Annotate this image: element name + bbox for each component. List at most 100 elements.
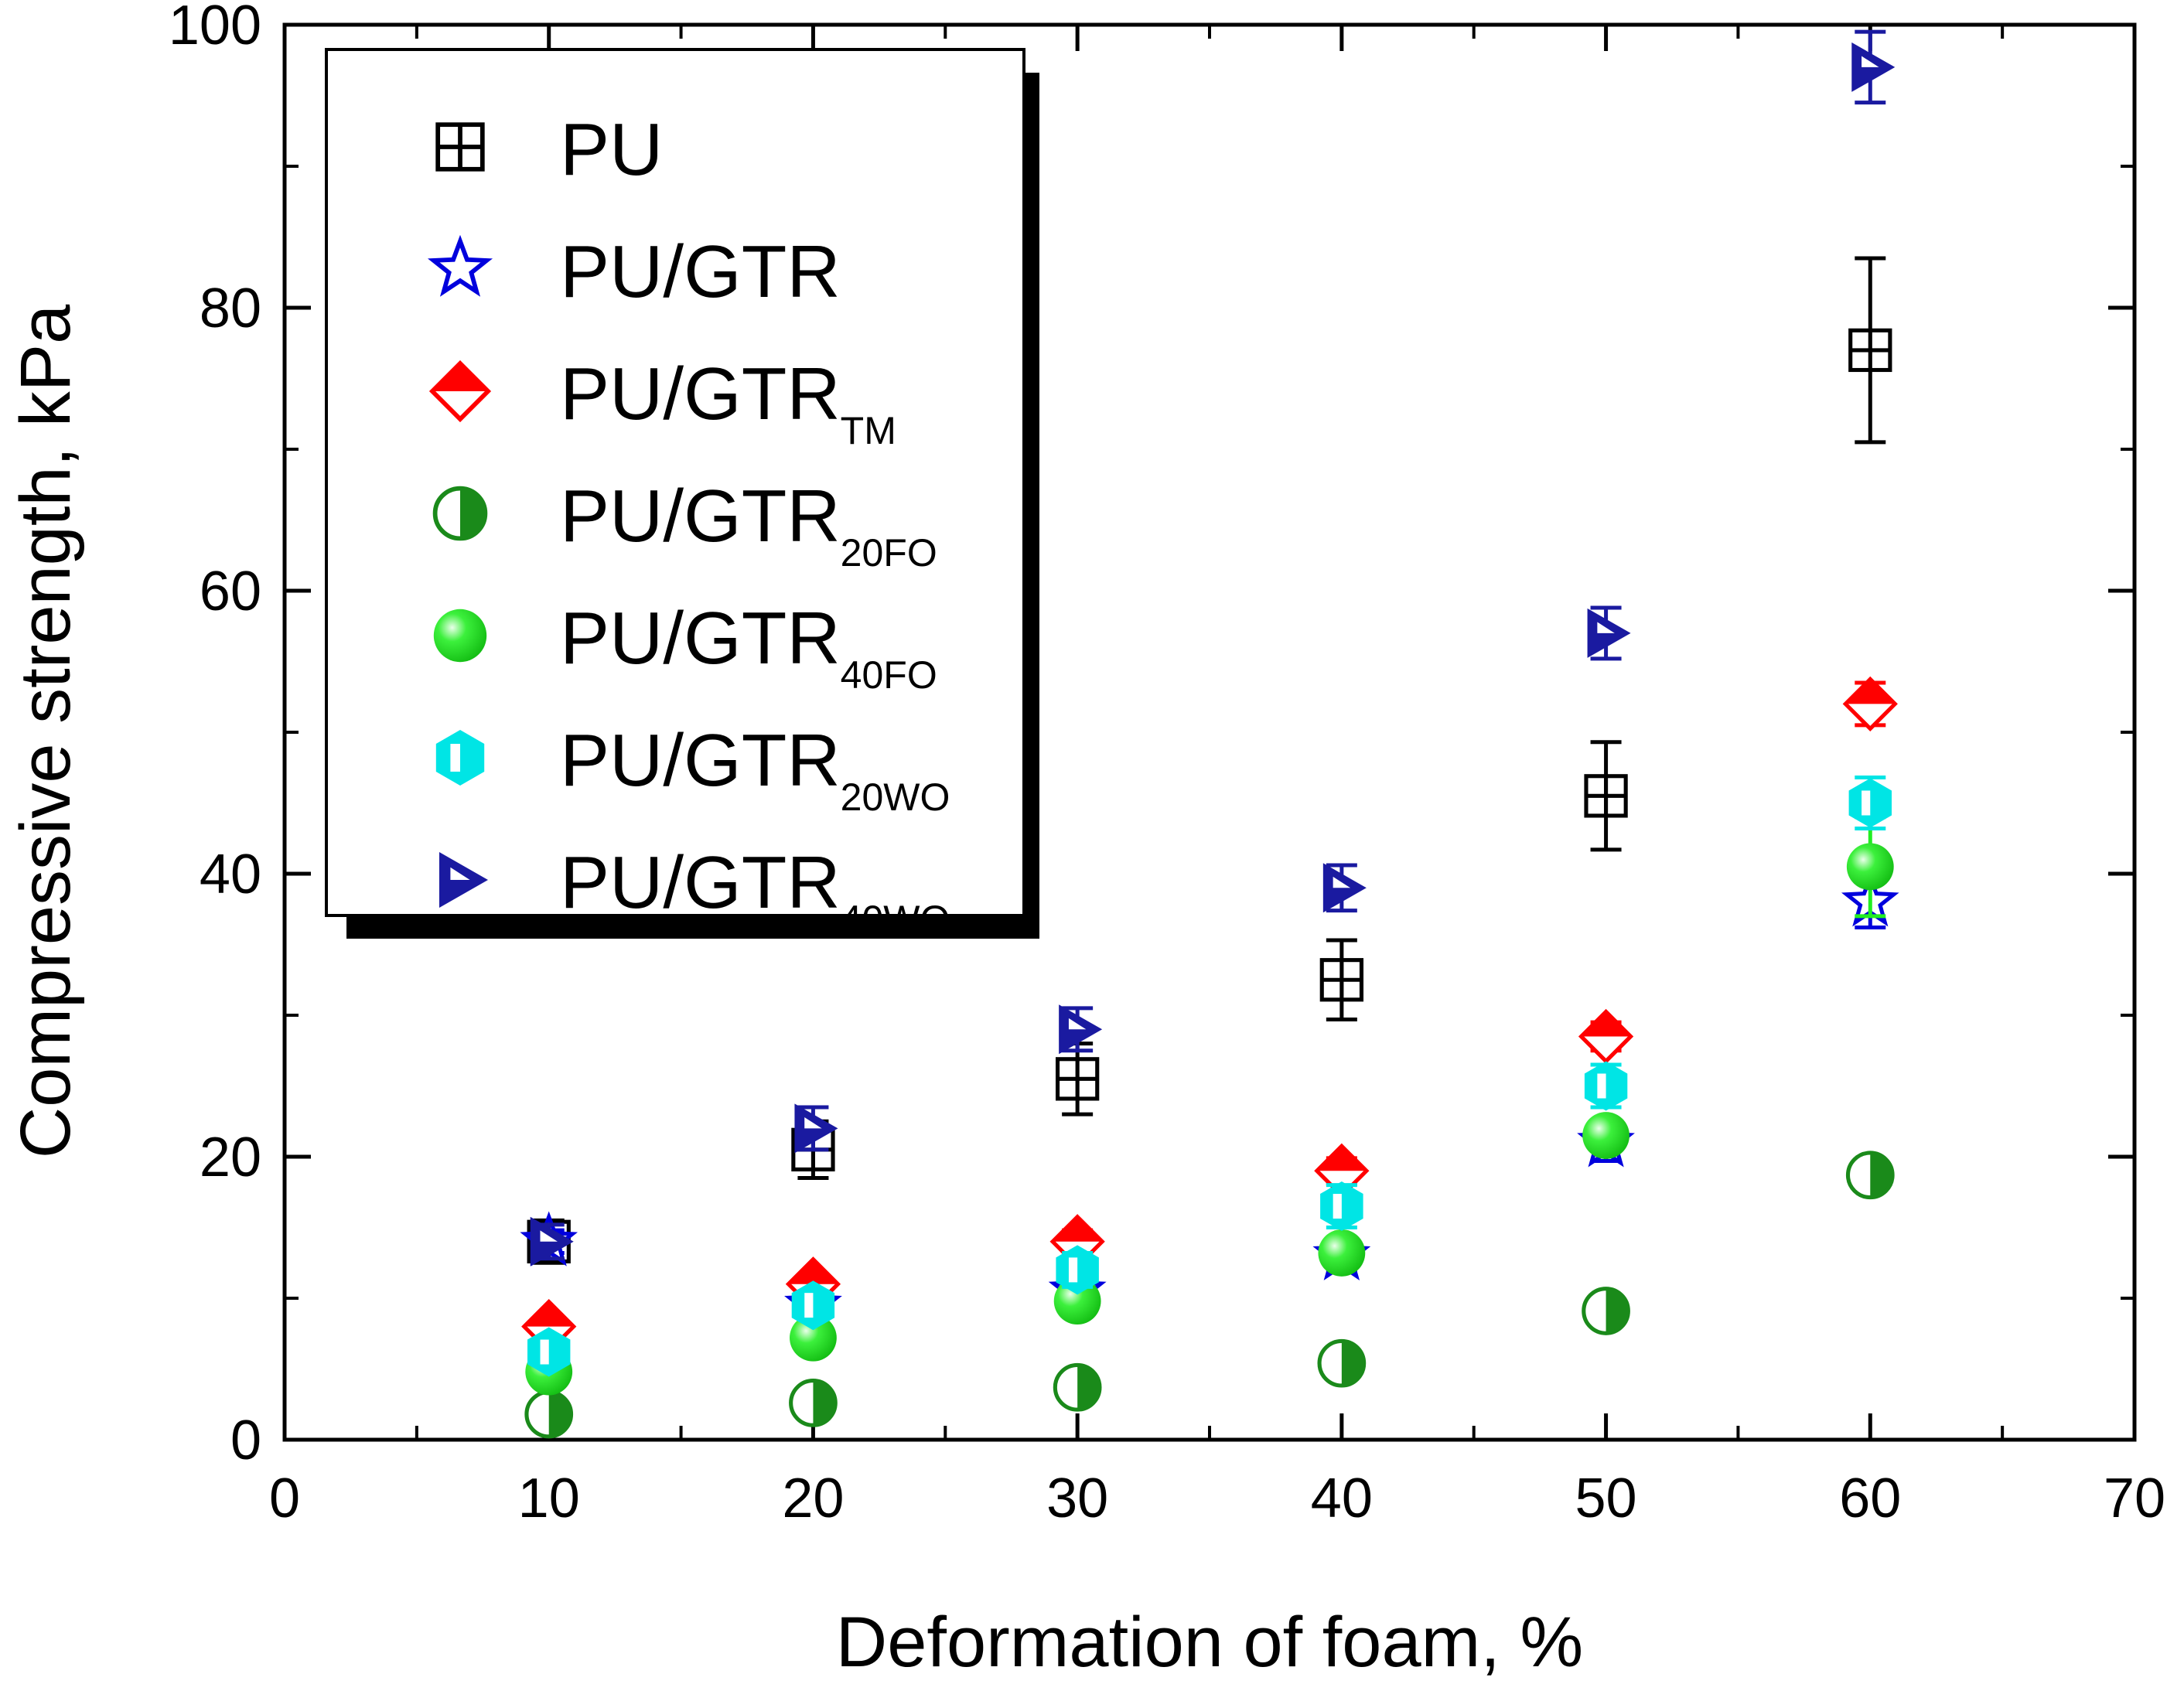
data-point — [1320, 1181, 1363, 1231]
data-point — [794, 1103, 838, 1154]
marker-hexagon-notch — [1862, 790, 1871, 816]
legend-marker — [435, 730, 485, 786]
x-tick-label: 40 — [1311, 1468, 1373, 1529]
marker-circle-outline — [1053, 1362, 1102, 1412]
data-point — [1317, 1338, 1367, 1388]
marker-circle-outline — [432, 486, 488, 541]
legend-entry: PU — [435, 108, 663, 191]
marker-diamond-fill — [1845, 679, 1896, 704]
marker-diamond-fill — [788, 1259, 838, 1284]
marker-sphere — [433, 609, 487, 663]
data-point — [1322, 863, 1367, 913]
legend-marker — [427, 234, 493, 297]
data-series — [520, 29, 1899, 1439]
data-point — [527, 1327, 571, 1377]
marker-hexagon-notch — [804, 1293, 814, 1318]
marker-triangle-notch — [804, 1117, 822, 1129]
legend-marker — [433, 609, 487, 663]
x-tick-label: 10 — [518, 1468, 580, 1529]
marker-hexagon — [1584, 1061, 1628, 1111]
y-tick-label: 80 — [200, 278, 261, 339]
x-tick-label: 30 — [1046, 1468, 1108, 1529]
series-pu-gtr-20fo — [524, 1151, 1895, 1439]
marker-hexagon — [1848, 778, 1892, 828]
data-point — [1059, 1004, 1103, 1055]
data-point — [1848, 328, 1892, 373]
data-point — [789, 1379, 838, 1427]
x-tick-label: 60 — [1839, 1468, 1901, 1529]
data-point — [530, 1216, 574, 1267]
marker-circle-half — [1319, 1341, 1342, 1386]
legend-label: PU — [560, 108, 663, 191]
y-tick-label: 40 — [200, 844, 261, 905]
x-tick-label: 50 — [1575, 1468, 1637, 1529]
data-point — [1842, 676, 1898, 732]
marker-circle-half — [790, 1380, 814, 1426]
marker-triangle-notch — [450, 867, 470, 880]
marker-circle-half — [1848, 1152, 1871, 1198]
y-tick-label: 0 — [230, 1410, 261, 1471]
series-pu — [527, 256, 1892, 1265]
legend-marker — [439, 852, 488, 908]
series-pu-gtr-20wo — [527, 776, 1892, 1377]
data-point — [1056, 1245, 1099, 1295]
marker-hexagon — [1056, 1245, 1099, 1295]
data-point — [1582, 1287, 1630, 1335]
marker-circle-half — [526, 1392, 549, 1437]
legend: PUPU/GTRPU/GTRTMPU/GTR20FOPU/GTR40FOPU/G… — [325, 48, 1039, 941]
marker-circle-outline — [1845, 1151, 1895, 1200]
marker-circle-half — [1583, 1288, 1606, 1334]
x-tick-label: 20 — [782, 1468, 844, 1529]
marker-circle-half — [435, 488, 460, 539]
legend-label: PU/GTR — [560, 230, 841, 313]
data-point — [1055, 1057, 1100, 1101]
data-point — [791, 1280, 835, 1331]
x-tick-label: 70 — [2104, 1468, 2165, 1529]
marker-sphere — [1582, 1112, 1629, 1159]
data-point — [1848, 778, 1892, 828]
marker-triangle-notch — [1597, 622, 1615, 633]
series-pu-gtr-40wo — [530, 29, 1896, 1267]
marker-diamond-fill — [1053, 1216, 1103, 1242]
data-point — [1587, 608, 1631, 658]
data-point — [1053, 1362, 1102, 1412]
legend-marker — [428, 360, 492, 423]
marker-circle-outline — [789, 1379, 838, 1427]
x-tick-label: 0 — [269, 1468, 300, 1529]
data-point — [1319, 958, 1364, 1002]
data-point — [1053, 1277, 1101, 1325]
marker-sphere — [1053, 1277, 1101, 1325]
x-axis-title: Deformation of foam, % — [836, 1603, 1583, 1682]
data-point — [1846, 843, 1894, 891]
legend-marker — [432, 486, 488, 541]
marker-triangle-notch — [1862, 56, 1879, 67]
marker-triangle-notch — [1333, 876, 1351, 888]
data-point — [1578, 1008, 1634, 1065]
y-tick-label: 20 — [200, 1127, 261, 1188]
y-tick-label: 100 — [169, 0, 261, 56]
data-point — [1584, 774, 1628, 818]
marker-circle-outline — [1317, 1338, 1367, 1388]
marker-sphere — [790, 1314, 837, 1362]
y-axis-title: Compressive strength, kPa — [6, 304, 85, 1158]
data-point — [1582, 1112, 1629, 1159]
legend-label-subscript: 20FO — [841, 531, 937, 574]
marker-triangle-notch — [540, 1230, 558, 1242]
data-point — [1318, 1229, 1366, 1277]
marker-hexagon-notch — [450, 744, 460, 772]
marker-diamond-fill — [1316, 1146, 1367, 1171]
data-point — [1845, 1151, 1895, 1200]
marker-diamond-fill — [1581, 1011, 1631, 1037]
data-point — [1584, 1061, 1628, 1111]
marker-star — [427, 234, 493, 297]
marker-hexagon-notch — [1333, 1194, 1342, 1219]
marker-diamond-fill — [524, 1301, 574, 1327]
marker-circle-outline — [1582, 1287, 1630, 1335]
marker-sphere — [1318, 1229, 1366, 1277]
legend-label-subscript: 20WO — [841, 776, 950, 819]
marker-diamond-fill — [432, 363, 488, 391]
data-point — [1851, 42, 1896, 92]
series-pu-gtr — [520, 871, 1899, 1330]
marker-triangle-notch — [1068, 1018, 1087, 1030]
